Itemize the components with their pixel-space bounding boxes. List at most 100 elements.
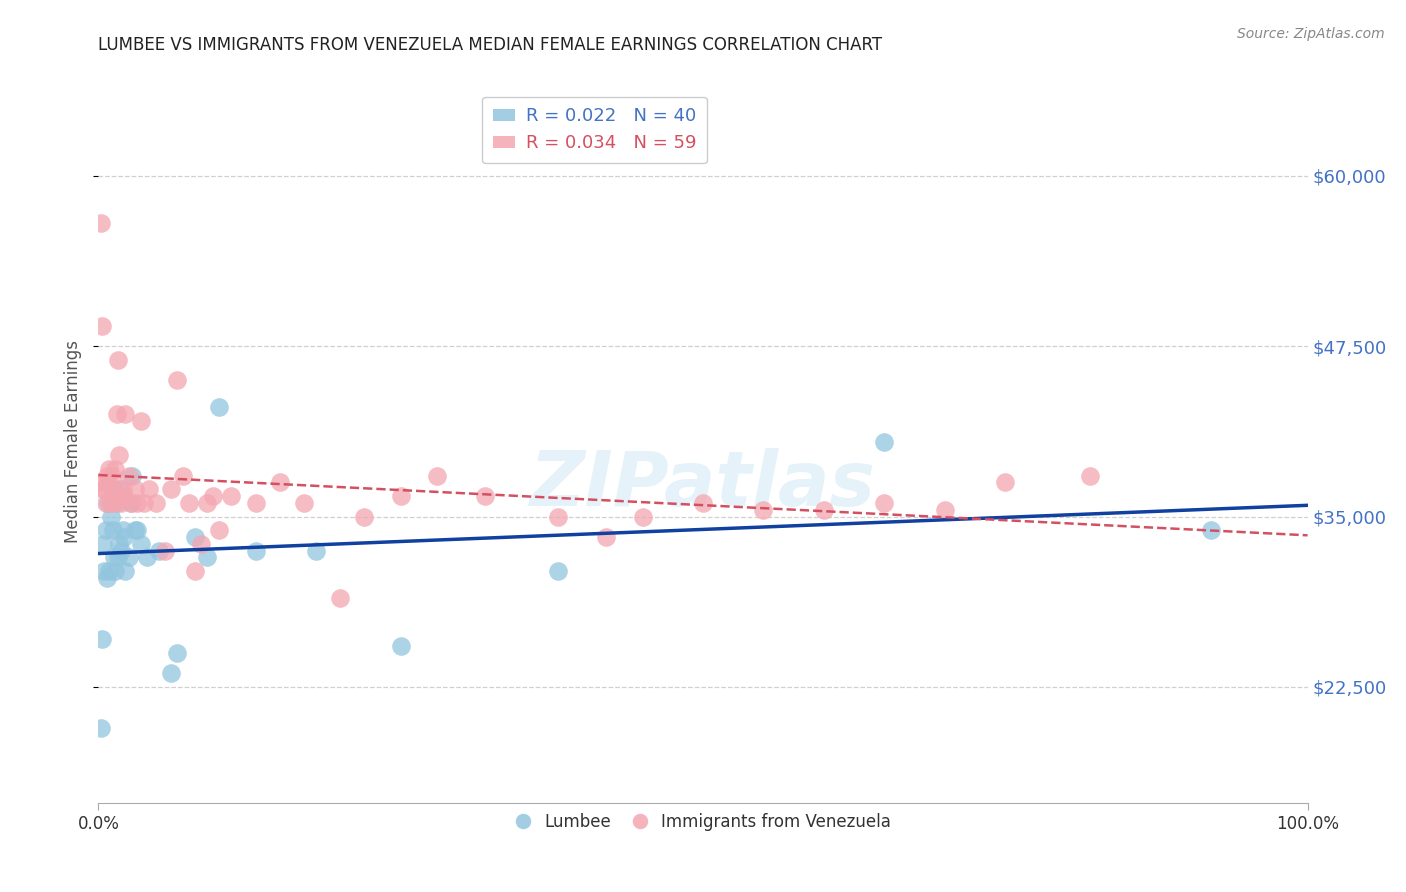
Point bbox=[208, 401, 231, 415]
Point bbox=[184, 564, 207, 578]
Point bbox=[752, 502, 775, 516]
Point bbox=[692, 496, 714, 510]
Point bbox=[329, 591, 352, 606]
Point bbox=[118, 468, 141, 483]
Point bbox=[138, 482, 160, 496]
Point bbox=[994, 475, 1017, 490]
Point bbox=[91, 632, 114, 647]
Point bbox=[111, 523, 134, 537]
Point bbox=[97, 496, 120, 510]
Point bbox=[110, 496, 132, 510]
Point bbox=[269, 475, 291, 490]
Point bbox=[474, 489, 496, 503]
Point bbox=[148, 543, 170, 558]
Point bbox=[98, 564, 121, 578]
Point bbox=[127, 523, 149, 537]
Point bbox=[160, 666, 183, 681]
Point bbox=[195, 496, 218, 510]
Point bbox=[89, 475, 111, 490]
Point bbox=[166, 646, 188, 660]
Point bbox=[121, 468, 143, 483]
Point bbox=[389, 639, 412, 653]
Point bbox=[104, 462, 127, 476]
Point bbox=[107, 550, 129, 565]
Point bbox=[873, 496, 896, 510]
Point bbox=[202, 489, 225, 503]
Point bbox=[595, 530, 617, 544]
Point bbox=[90, 216, 112, 230]
Point bbox=[426, 468, 449, 483]
Text: LUMBEE VS IMMIGRANTS FROM VENEZUELA MEDIAN FEMALE EARNINGS CORRELATION CHART: LUMBEE VS IMMIGRANTS FROM VENEZUELA MEDI… bbox=[98, 36, 883, 54]
Point bbox=[96, 571, 118, 585]
Point bbox=[184, 530, 207, 544]
Point bbox=[111, 482, 134, 496]
Point bbox=[179, 496, 201, 510]
Point bbox=[172, 468, 194, 483]
Point bbox=[105, 496, 128, 510]
Point bbox=[547, 509, 569, 524]
Point bbox=[245, 496, 267, 510]
Point bbox=[1199, 523, 1222, 537]
Point bbox=[547, 564, 569, 578]
Point bbox=[91, 482, 114, 496]
Point bbox=[120, 496, 142, 510]
Point bbox=[103, 482, 125, 496]
Point bbox=[98, 462, 121, 476]
Point bbox=[305, 543, 328, 558]
Point bbox=[292, 496, 315, 510]
Text: Source: ZipAtlas.com: Source: ZipAtlas.com bbox=[1237, 27, 1385, 41]
Point bbox=[110, 543, 132, 558]
Point bbox=[153, 543, 176, 558]
Point bbox=[353, 509, 375, 524]
Point bbox=[94, 523, 117, 537]
Point bbox=[101, 496, 124, 510]
Point bbox=[108, 482, 131, 496]
Point bbox=[135, 550, 157, 565]
Point bbox=[145, 496, 167, 510]
Point bbox=[245, 543, 267, 558]
Point bbox=[97, 475, 120, 490]
Point bbox=[873, 434, 896, 449]
Point bbox=[124, 482, 146, 496]
Point bbox=[129, 414, 152, 428]
Y-axis label: Median Female Earnings: Median Female Earnings bbox=[65, 340, 83, 543]
Point bbox=[108, 448, 131, 462]
Point bbox=[208, 523, 231, 537]
Point bbox=[105, 407, 128, 421]
Point bbox=[108, 537, 131, 551]
Point bbox=[195, 550, 218, 565]
Point bbox=[107, 352, 129, 367]
Point bbox=[100, 496, 122, 510]
Point bbox=[100, 468, 122, 483]
Point bbox=[134, 496, 156, 510]
Point bbox=[108, 489, 131, 503]
Point bbox=[221, 489, 243, 503]
Point bbox=[934, 502, 956, 516]
Point bbox=[112, 489, 135, 503]
Point bbox=[124, 523, 146, 537]
Point bbox=[160, 482, 183, 496]
Point bbox=[100, 482, 122, 496]
Point bbox=[129, 537, 152, 551]
Point bbox=[1078, 468, 1101, 483]
Point bbox=[114, 564, 136, 578]
Text: ZIPatlas: ZIPatlas bbox=[530, 448, 876, 522]
Point bbox=[94, 496, 117, 510]
Legend: Lumbee, Immigrants from Venezuela: Lumbee, Immigrants from Venezuela bbox=[508, 806, 898, 838]
Point bbox=[114, 407, 136, 421]
Point bbox=[100, 509, 122, 524]
Point bbox=[90, 721, 112, 735]
Point bbox=[93, 482, 115, 496]
Point bbox=[104, 564, 127, 578]
Point bbox=[127, 496, 149, 510]
Point bbox=[118, 550, 141, 565]
Point bbox=[91, 537, 114, 551]
Point bbox=[166, 373, 188, 387]
Point bbox=[112, 530, 135, 544]
Point bbox=[631, 509, 654, 524]
Point bbox=[389, 489, 412, 503]
Point bbox=[190, 537, 212, 551]
Point bbox=[101, 523, 124, 537]
Point bbox=[93, 564, 115, 578]
Point bbox=[813, 502, 835, 516]
